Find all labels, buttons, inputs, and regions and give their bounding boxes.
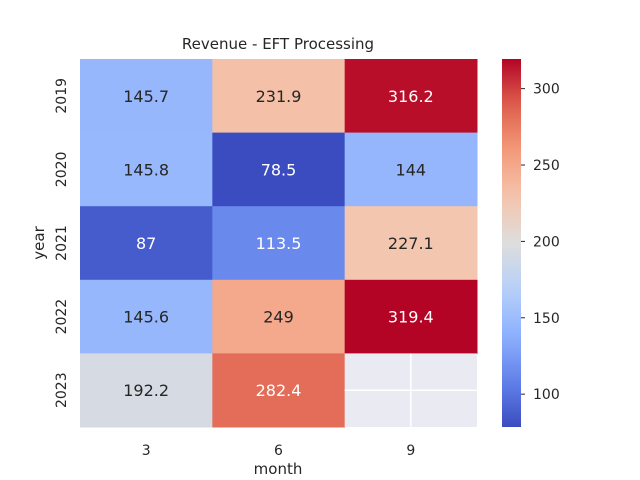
colorbar-tick-label: 200 (533, 234, 560, 250)
y-tick-label: 2020 (54, 152, 70, 188)
heatmap-cell-label: 78.5 (261, 160, 297, 179)
heatmap-cell-label: 87 (136, 234, 156, 253)
y-axis-label: year (30, 225, 48, 259)
heatmap-cell-label: 227.1 (388, 234, 434, 253)
missing-cell-grid (344, 353, 477, 427)
heatmap-cell (80, 279, 213, 354)
heatmap-cell (212, 206, 346, 281)
y-tick-label: 2021 (54, 225, 70, 261)
heatmap-cell (212, 353, 346, 428)
heatmap-cell-label: 145.7 (123, 87, 169, 106)
heatmap-cell-label: 192.2 (123, 381, 169, 400)
colorbar-tick-label: 250 (533, 158, 560, 174)
x-axis-label: month (254, 460, 303, 478)
x-tick-label: 9 (406, 443, 415, 459)
colorbar-tick-label: 150 (533, 311, 560, 327)
heatmap-cell (80, 206, 213, 281)
y-tick-label: 2023 (54, 372, 70, 408)
y-axis-ticks: 2019 2020 2021 2022 2023 (54, 78, 70, 408)
colorbar-tick-label: 100 (533, 387, 560, 403)
heatmap-cell (212, 279, 346, 354)
heatmap-cell (344, 132, 478, 207)
heatmap-cell (212, 59, 346, 134)
heatmap-cell-labels: 145.7 231.9 316.2 145.8 78.5 144 87 113.5 227.1 1… (123, 87, 433, 400)
colorbar (502, 59, 521, 427)
heatmap-cell (80, 353, 213, 428)
y-tick-label: 2019 (54, 78, 70, 114)
y-tick-label: 2022 (54, 299, 70, 335)
heatmap-cells (80, 59, 478, 428)
heatmap-cell-label: 316.2 (388, 87, 434, 106)
x-axis-ticks: 3 6 9 (142, 443, 416, 459)
colorbar-ticks: 100 150 200 250 300 (521, 82, 560, 403)
heatmap-cell-label: 144 (396, 160, 427, 179)
heatmap-cell (80, 132, 213, 207)
heatmap-cell (212, 132, 346, 207)
heatmap-cell-label: 319.4 (388, 308, 434, 327)
heatmap-cell-label: 145.6 (123, 308, 169, 327)
heatmap-cell-label: 231.9 (256, 87, 302, 106)
x-tick-label: 3 (142, 443, 151, 459)
heatmap-cell-label: 113.5 (256, 234, 302, 253)
x-tick-label: 6 (274, 443, 283, 459)
heatmap-cell (344, 206, 478, 281)
chart-title: Revenue - EFT Processing (182, 35, 374, 53)
colorbar-tick-label: 300 (533, 82, 560, 98)
heatmap-cell (80, 59, 213, 134)
heatmap-cell-label: 145.8 (123, 160, 169, 179)
heatmap-cell (344, 59, 478, 134)
heatmap-cell-label: 282.4 (256, 381, 302, 400)
heatmap-cell (344, 279, 478, 354)
heatmap-cell-label: 249 (263, 308, 294, 327)
